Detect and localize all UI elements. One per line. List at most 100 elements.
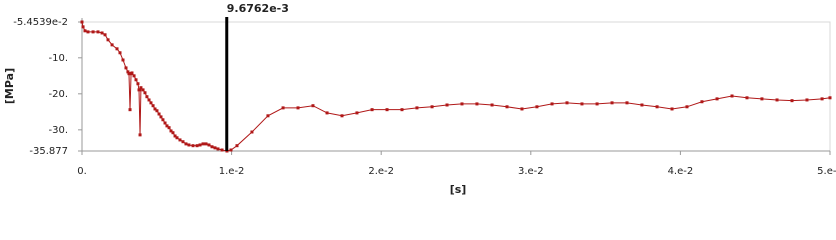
data-point: [580, 102, 584, 106]
y-tick-label: -35.877: [29, 146, 68, 157]
data-point: [80, 20, 84, 24]
y-tick-label: -5.4539e-2: [13, 17, 68, 28]
data-point: [820, 97, 824, 101]
data-point: [475, 102, 479, 106]
data-point: [805, 98, 809, 102]
data-point: [181, 140, 185, 144]
data-point: [100, 31, 104, 35]
x-tick-label: 5.e-2: [817, 166, 836, 177]
y-tick-label: -30.: [48, 125, 68, 136]
page: [MPa] [s] -5.4539e-2 -10. -20. -30. -35.877 0…: [3, 2, 836, 196]
data-point: [143, 91, 147, 95]
data-point: [685, 105, 689, 109]
data-point: [175, 136, 179, 140]
data-point: [565, 101, 569, 105]
x-axis-label: [s]: [450, 183, 467, 196]
x-tick-label: 1.e-2: [219, 166, 245, 177]
data-point: [340, 114, 344, 118]
data-point: [730, 94, 734, 98]
data-point: [201, 142, 205, 146]
y-tick-label: -10.: [48, 53, 68, 64]
data-point: [126, 70, 130, 74]
data-point: [790, 99, 794, 103]
data-point: [137, 88, 141, 92]
data-point: [505, 105, 509, 109]
data-point: [550, 102, 554, 106]
data-point: [296, 106, 300, 110]
data-point: [138, 133, 142, 137]
data-point: [250, 130, 254, 134]
data-point: [207, 143, 211, 147]
data-point: [191, 144, 195, 148]
series-line: [81, 21, 831, 152]
data-point: [151, 104, 155, 108]
data-point: [127, 72, 131, 76]
data-point: [670, 107, 674, 111]
data-point: [220, 148, 224, 152]
data-point: [445, 103, 449, 107]
data-point: [149, 101, 153, 105]
chart: [MPa] [s] -5.4539e-2 -10. -20. -30. -35.877 0…: [3, 2, 836, 196]
data-point: [195, 144, 199, 148]
data-point: [460, 102, 464, 106]
data-point: [161, 118, 165, 122]
data-point: [235, 144, 239, 148]
data-point: [355, 111, 359, 115]
data-point: [130, 71, 134, 75]
data-point: [535, 105, 539, 109]
data-point: [165, 124, 169, 128]
data-point: [147, 98, 151, 102]
data-point: [400, 108, 404, 112]
data-point: [163, 121, 167, 125]
data-point: [178, 138, 182, 142]
data-point: [325, 111, 329, 115]
y-tick-label: -20.: [48, 89, 68, 100]
data-point: [128, 108, 132, 112]
data-point: [210, 145, 214, 149]
x-tick-label: 4.e-2: [668, 166, 694, 177]
data-point: [106, 38, 110, 42]
x-tick-label: 0.: [77, 166, 87, 177]
data-point: [266, 114, 270, 118]
data-point: [91, 30, 95, 34]
data-point: [520, 107, 524, 111]
data-point: [124, 66, 128, 70]
data-point: [132, 74, 136, 78]
data-point: [86, 30, 90, 34]
data-point: [655, 105, 659, 109]
data-point: [134, 78, 138, 82]
data-point: [640, 103, 644, 107]
data-point: [153, 107, 157, 111]
data-point: [173, 134, 177, 138]
data-point: [118, 51, 122, 55]
data-point: [828, 96, 832, 100]
x-tick-label: 2.e-2: [368, 166, 394, 177]
data-point: [775, 98, 779, 102]
data-point: [198, 143, 202, 147]
data-point: [136, 82, 140, 86]
data-point: [167, 126, 171, 130]
data-point: [141, 88, 145, 92]
data-point: [430, 105, 434, 109]
data-point: [715, 97, 719, 101]
data-point: [204, 142, 208, 146]
data-point: [139, 86, 143, 90]
data-point: [385, 108, 389, 112]
data-point: [490, 103, 494, 107]
data-point: [169, 129, 173, 133]
data-point: [625, 101, 629, 105]
data-point: [96, 30, 100, 34]
data-point: [121, 58, 125, 62]
data-point: [110, 43, 114, 47]
data-point: [213, 146, 217, 150]
data-point: [145, 95, 149, 99]
data-point: [370, 108, 374, 112]
data-point: [745, 96, 749, 100]
data-point: [229, 148, 233, 152]
data-point: [311, 104, 315, 108]
plot-frame: [81, 21, 831, 152]
data-point: [281, 106, 285, 110]
data-point: [159, 115, 163, 119]
data-point: [103, 33, 107, 37]
y-axis-label: [MPa]: [3, 68, 16, 104]
